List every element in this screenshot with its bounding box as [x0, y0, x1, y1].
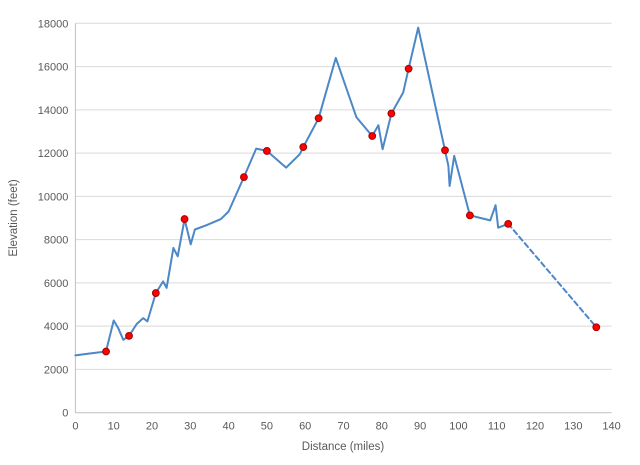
waypoint-marker-13	[465, 211, 474, 220]
waypoint-marker-5	[240, 173, 248, 182]
waypoint-marker-8	[314, 114, 323, 123]
waypoint-marker-15	[592, 323, 601, 332]
x-tick-140: 140	[602, 421, 620, 433]
y-tick-8000: 8000	[44, 235, 68, 247]
x-tick-20: 20	[146, 421, 158, 433]
gridlines	[75, 22, 612, 370]
x-tick-50: 50	[261, 421, 273, 433]
y-tick-18000: 18000	[38, 18, 69, 30]
y-tick-10000: 10000	[38, 191, 69, 203]
elevation-profile-dashed-projection	[507, 222, 598, 329]
x-tick-30: 30	[184, 421, 196, 433]
axis-lines	[74, 23, 612, 414]
x-axis-title: Distance (miles)	[302, 441, 385, 453]
waypoint-marker-14	[504, 219, 513, 228]
waypoint-marker-10	[387, 109, 396, 118]
waypoint-marker-4	[180, 215, 189, 223]
waypoint-marker-7	[299, 143, 308, 151]
waypoint-marker-1	[102, 347, 110, 356]
data-series-lines	[74, 26, 598, 357]
y-axis-tick-labels: 0 2000 4000 6000 8000 10000 12000 14000 16000 180…	[38, 18, 69, 419]
waypoint-marker-6	[263, 147, 271, 155]
x-axis-tick-labels: 0 10 20 30 40 50 60 70 80 90 100 110 120 130 140	[72, 421, 620, 433]
y-tick-14000: 14000	[38, 105, 69, 117]
waypoint-marker-3	[151, 289, 160, 297]
waypoint-marker-9	[368, 132, 377, 140]
y-axis-title: Elevation (feet)	[8, 179, 20, 257]
x-tick-0: 0	[72, 421, 78, 433]
y-tick-6000: 6000	[44, 278, 68, 290]
x-tick-130: 130	[564, 421, 582, 433]
x-tick-90: 90	[414, 421, 426, 433]
x-tick-10: 10	[108, 421, 120, 433]
y-tick-0: 0	[62, 408, 68, 420]
waypoint-marker-12	[441, 146, 449, 155]
x-tick-70: 70	[337, 421, 349, 433]
waypoint-marker-11	[404, 64, 413, 73]
data-series-markers	[102, 64, 601, 356]
x-tick-100: 100	[449, 421, 467, 433]
x-tick-60: 60	[299, 421, 311, 433]
x-tick-110: 110	[488, 421, 506, 433]
y-tick-12000: 12000	[38, 148, 69, 160]
x-tick-120: 120	[526, 421, 544, 433]
y-tick-4000: 4000	[44, 321, 68, 333]
y-tick-16000: 16000	[38, 62, 69, 74]
y-tick-2000: 2000	[44, 364, 68, 376]
elevation-profile-solid	[74, 26, 510, 357]
x-tick-40: 40	[222, 421, 234, 433]
waypoint-marker-2	[125, 332, 133, 340]
x-tick-80: 80	[376, 421, 388, 433]
